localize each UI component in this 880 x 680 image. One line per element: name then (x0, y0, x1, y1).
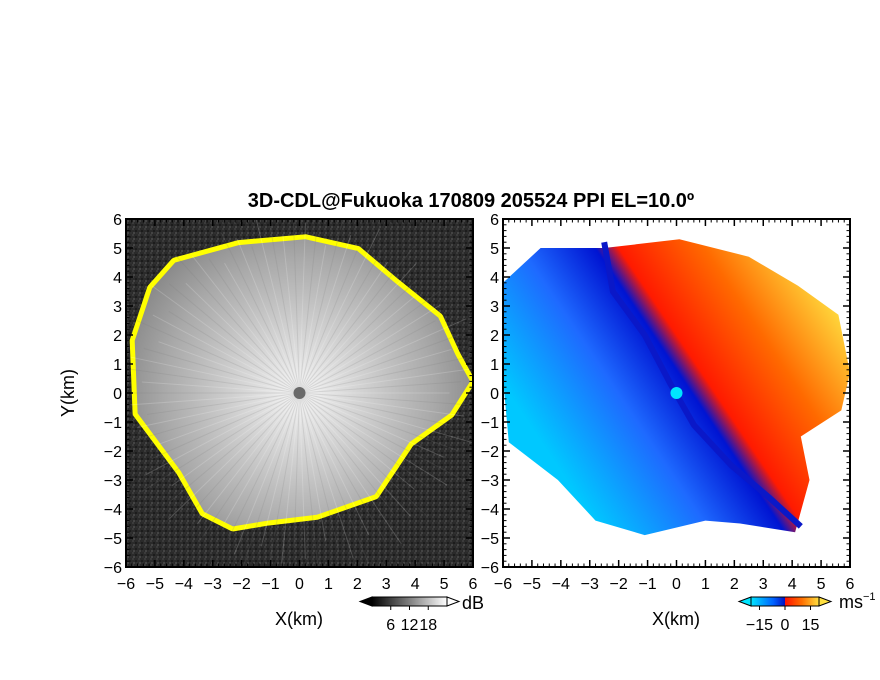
left-ytick-label: 5 (113, 241, 122, 258)
left-radar-center (293, 387, 306, 399)
left-colorbar-unit: dB (462, 593, 484, 613)
left-xtick-label: −1 (261, 576, 279, 593)
right-ytick-label: 4 (490, 270, 499, 287)
right-ytick-label: −6 (481, 560, 499, 577)
left-xtick-label: −4 (175, 576, 193, 593)
left-ytick-label: −6 (104, 560, 122, 577)
left-axis-ticks: −6−6 −5 −5 −4 −4 −3 −3 −2 −2 −1 −1 0 0 1 1 2 2 3 3 4 4 5 5 6 6 (104, 212, 478, 593)
left-xtick-label: 0 (295, 576, 304, 593)
right-axis-ticks: −6−6 −5 −5 −4 −4 −3 −3 −2 −2 −1 −1 0 0 1 1 2 2 3 3 4 4 5 5 6 6 (481, 212, 855, 593)
left-xtick-label: −2 (233, 576, 251, 593)
left-radial-streaks (126, 219, 473, 567)
left-colorbar-tick-label: 6 (386, 617, 395, 634)
right-xtick-label: 3 (759, 576, 768, 593)
right-ytick-label: −4 (481, 502, 499, 519)
left-xtick-label: −6 (117, 576, 135, 593)
right-colorbar: −15 0 15 ms−1 (737, 591, 876, 634)
left-ytick-label: −4 (104, 502, 122, 519)
left-xtick-label: 4 (411, 576, 420, 593)
left-xtick-label: 6 (469, 576, 478, 593)
left-xtick-label: 2 (353, 576, 362, 593)
left-xtick-label: 3 (382, 576, 391, 593)
zero-velocity-line (601, 241, 803, 529)
right-xtick-label: −5 (523, 576, 541, 593)
right-xtick-label: 5 (817, 576, 826, 593)
right-ytick-label: −2 (481, 444, 499, 461)
right-xtick-label: 6 (846, 576, 855, 593)
left-ytick-label: 0 (113, 386, 122, 403)
left-ytick-label: −3 (104, 473, 122, 490)
left-ytick-label: 4 (113, 270, 122, 287)
left-ytick-label: 6 (113, 212, 122, 229)
right-ytick-label: −5 (481, 531, 499, 548)
left-ytick-label: 3 (113, 299, 122, 316)
left-colorbar-tick-label: 18 (419, 617, 437, 634)
right-panel: −6−6 −5 −5 −4 −4 −3 −3 −2 −2 −1 −1 0 0 1 1 2 2 3 3 4 4 5 5 6 6 X… (481, 212, 876, 634)
right-colorbar-unit: ms−1 (839, 591, 876, 612)
right-xtick-label: 1 (701, 576, 710, 593)
right-xtick-label: 4 (788, 576, 797, 593)
left-ylabel: Y(km) (58, 369, 78, 417)
left-ytick-label: 1 (113, 357, 122, 374)
right-ytick-label: 1 (490, 357, 499, 374)
right-ytick-label: 0 (490, 386, 499, 403)
figure-title: 3D-CDL@Fukuoka 170809 205524 PPI EL=10.0… (248, 190, 694, 212)
right-ytick-label: 3 (490, 299, 499, 316)
left-ytick-label: −5 (104, 531, 122, 548)
left-echo-area (134, 239, 471, 527)
left-xtick-label: 5 (440, 576, 449, 593)
left-colorbar-tick-label: 12 (401, 617, 419, 634)
left-xtick-label: −3 (204, 576, 222, 593)
right-ytick-label: −3 (481, 473, 499, 490)
right-xtick-label: −3 (581, 576, 599, 593)
right-colorbar-tick-label: −15 (746, 617, 773, 634)
right-xtick-label: −6 (494, 576, 512, 593)
right-ytick-label: 2 (490, 328, 499, 345)
right-xlabel: X(km) (652, 609, 700, 629)
left-ytick-label: −2 (104, 444, 122, 461)
right-ytick-label: 5 (490, 241, 499, 258)
right-xtick-label: 2 (730, 576, 739, 593)
right-ytick-label: 6 (490, 212, 499, 229)
left-xtick-label: −5 (146, 576, 164, 593)
left-xtick-label: 1 (324, 576, 333, 593)
left-colorbar: 6 12 18 dB (358, 593, 484, 634)
right-xtick-label: 0 (672, 576, 681, 593)
right-ytick-label: −1 (481, 415, 499, 432)
right-colorbar-tick-label: 15 (802, 617, 820, 634)
right-xtick-label: −2 (610, 576, 628, 593)
right-radar-center (670, 387, 683, 399)
left-ytick-label: −1 (104, 415, 122, 432)
left-xlabel: X(km) (275, 609, 323, 629)
left-ytick-label: 2 (113, 328, 122, 345)
right-xtick-label: −1 (638, 576, 656, 593)
right-xtick-label: −4 (552, 576, 570, 593)
right-colorbar-tick-label: 0 (781, 617, 790, 634)
